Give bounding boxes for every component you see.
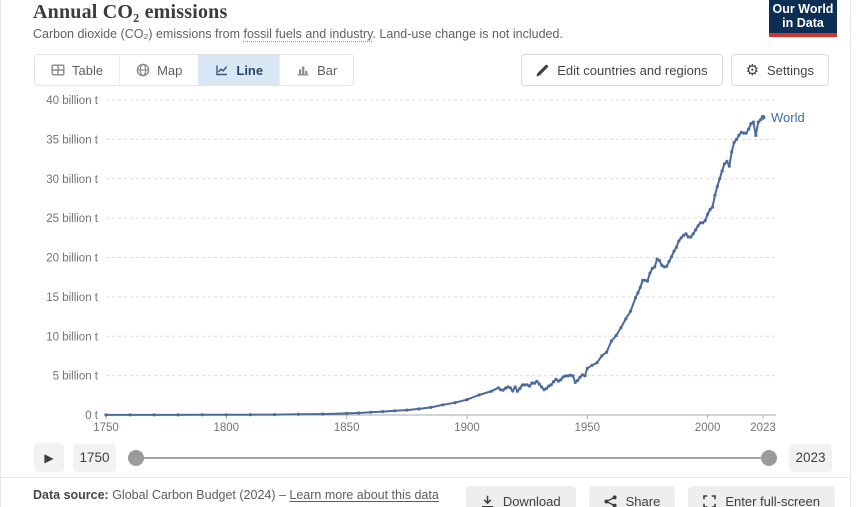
chart-subtitle: Carbon dioxide (CO₂) emissions from foss… [33, 27, 563, 41]
svg-text:1800: 1800 [214, 422, 240, 434]
timeline-start-year[interactable]: 1750 [73, 443, 116, 472]
download-button[interactable]: Download [465, 486, 576, 507]
pencil-icon [536, 64, 549, 77]
svg-text:5 billion t: 5 billion t [53, 371, 99, 383]
data-source-line: Data source: Global Carbon Budget (2024)… [33, 488, 439, 502]
learn-more-link[interactable]: Learn more about this data [289, 488, 439, 502]
fullscreen-button[interactable]: Enter full-screen [688, 486, 835, 507]
gear-icon: ⚙ [745, 61, 760, 79]
controls-row: Table Map Line Bar [34, 54, 829, 86]
chart-type-tabs: Table Map Line Bar [34, 54, 355, 86]
settings-button[interactable]: ⚙ Settings [730, 54, 829, 86]
timeline-handle-start[interactable] [128, 449, 144, 466]
svg-text:20 billion t: 20 billion t [46, 253, 99, 265]
svg-text:15 billion t: 15 billion t [46, 292, 99, 304]
owid-logo[interactable]: Our World in Data [769, 0, 837, 37]
subtitle-text-2: . Land-use change is not included. [372, 27, 563, 41]
timeline-track[interactable] [130, 456, 775, 459]
svg-text:30 billion t: 30 billion t [46, 174, 99, 186]
svg-text:1850: 1850 [334, 422, 360, 434]
timeline-handle-end[interactable] [761, 449, 777, 466]
svg-text:35 billion t: 35 billion t [46, 134, 99, 146]
svg-text:40 billion t: 40 billion t [46, 95, 99, 107]
fullscreen-label: Enter full-screen [725, 494, 820, 507]
edit-countries-label: Edit countries and regions [557, 62, 708, 78]
svg-text:25 billion t: 25 billion t [46, 213, 99, 225]
svg-text:World: World [771, 110, 805, 125]
svg-text:2023: 2023 [750, 422, 776, 434]
line-chart-icon [215, 63, 229, 77]
share-label: Share [625, 494, 661, 507]
footer-buttons: Download Share Enter full-screen [465, 486, 835, 507]
tab-label: Map [157, 62, 183, 78]
tab-label: Bar [317, 62, 338, 78]
play-button[interactable]: ▶ [34, 443, 64, 472]
tab-label: Table [72, 62, 104, 78]
timeline-end-year[interactable]: 2023 [789, 443, 832, 472]
footer: Data source: Global Carbon Budget (2024)… [1, 477, 850, 507]
download-label: Download [502, 494, 561, 507]
timeline-slider[interactable] [128, 443, 777, 473]
bar-chart-icon [296, 63, 310, 77]
svg-text:1900: 1900 [454, 422, 480, 434]
edit-countries-button[interactable]: Edit countries and regions [521, 54, 723, 86]
svg-text:1750: 1750 [93, 422, 119, 434]
tab-line[interactable]: Line [198, 55, 280, 85]
tab-label: Line [236, 62, 264, 78]
logo-line2: in Data [782, 15, 824, 30]
globe-icon [136, 63, 150, 77]
logo-line1: Our World [772, 2, 834, 16]
table-icon [51, 63, 65, 77]
page-title: Annual CO₂ emissions [33, 1, 228, 23]
download-icon [481, 495, 494, 507]
share-button[interactable]: Share [588, 486, 676, 507]
play-icon: ▶ [44, 450, 54, 465]
settings-label: Settings [767, 62, 814, 78]
svg-text:0 t: 0 t [85, 410, 99, 422]
svg-text:10 billion t: 10 billion t [46, 331, 99, 343]
subtitle-text: Carbon dioxide (CO₂) emissions from [33, 27, 244, 41]
controls-buttons: Edit countries and regions ⚙ Settings [521, 54, 829, 86]
fullscreen-icon [703, 495, 717, 507]
svg-text:2000: 2000 [695, 422, 721, 434]
timeline: ▶ 1750 2023 [34, 442, 832, 473]
tab-map[interactable]: Map [119, 55, 199, 85]
svg-text:1950: 1950 [575, 422, 601, 434]
subtitle-link[interactable]: fossil fuels and industry [243, 27, 373, 41]
tab-table[interactable]: Table [35, 55, 120, 85]
data-source-text: Global Carbon Budget (2024) – [108, 488, 290, 502]
data-source-label: Data source: [33, 488, 109, 502]
share-icon [604, 495, 617, 507]
line-chart-canvas[interactable]: 0 t 5 billion t 10 billion t 15 billion t 20… [1, 90, 851, 442]
tab-bar[interactable]: Bar [279, 55, 354, 85]
